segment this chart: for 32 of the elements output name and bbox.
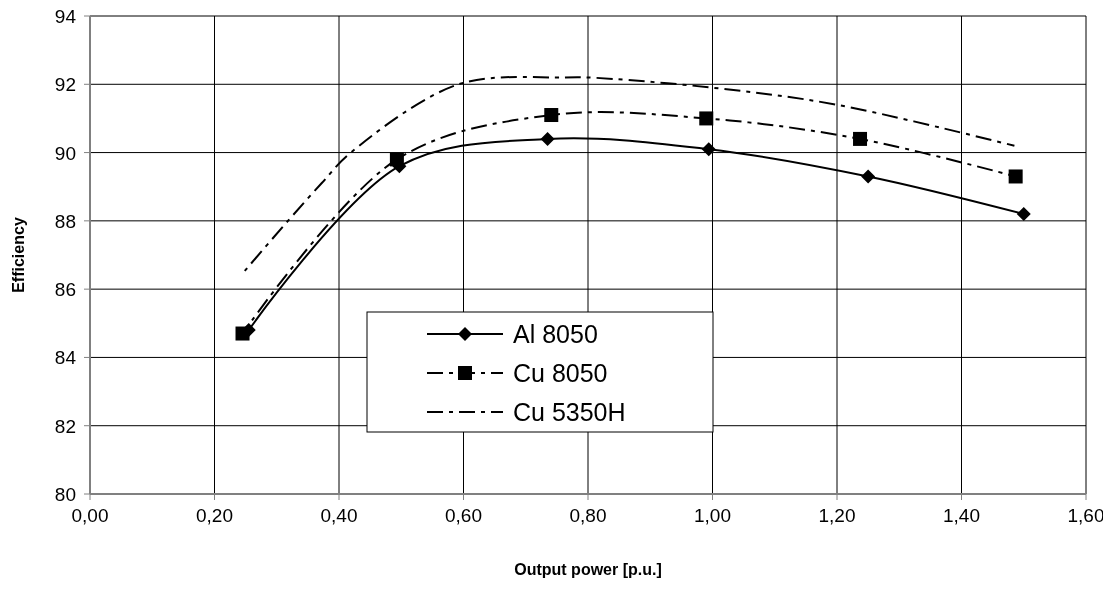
legend-label: Cu 8050 xyxy=(513,359,608,387)
y-tick-label: 80 xyxy=(54,484,76,505)
point xyxy=(540,131,555,146)
x-tick-label: 1,60 xyxy=(1067,505,1103,526)
y-tick-label: 92 xyxy=(54,74,76,96)
x-tick-label: 0,80 xyxy=(569,505,607,526)
point xyxy=(1008,169,1023,184)
y-tick-label: 90 xyxy=(54,142,76,164)
point xyxy=(235,326,250,341)
point xyxy=(699,111,714,126)
x-axis-title: Output power [p.u.] xyxy=(514,561,662,578)
x-tick-label: 0,20 xyxy=(196,505,233,526)
x-tick-label: 1,40 xyxy=(943,505,980,526)
x-tick-label: 0,40 xyxy=(320,505,358,526)
y-tick-label: 86 xyxy=(54,279,76,301)
x-tick-label: 1,00 xyxy=(694,505,731,526)
point xyxy=(389,152,404,167)
y-tick-label: 84 xyxy=(54,347,77,369)
point xyxy=(1016,207,1031,222)
legend-label: Cu 5350H xyxy=(513,398,626,426)
x-tick-label: 1,20 xyxy=(818,505,856,526)
legend-label: Al 8050 xyxy=(513,320,598,348)
y-tick-label: 94 xyxy=(54,6,77,27)
x-tick-label: 0,00 xyxy=(71,505,109,526)
y-tick-label: 88 xyxy=(54,210,76,232)
point xyxy=(861,169,876,184)
point xyxy=(853,131,868,146)
point xyxy=(701,142,716,157)
y-axis-title: Efficiency xyxy=(10,217,27,293)
point xyxy=(544,108,559,123)
x-tick-label: 0,60 xyxy=(445,505,482,526)
y-tick-label: 82 xyxy=(54,415,76,437)
